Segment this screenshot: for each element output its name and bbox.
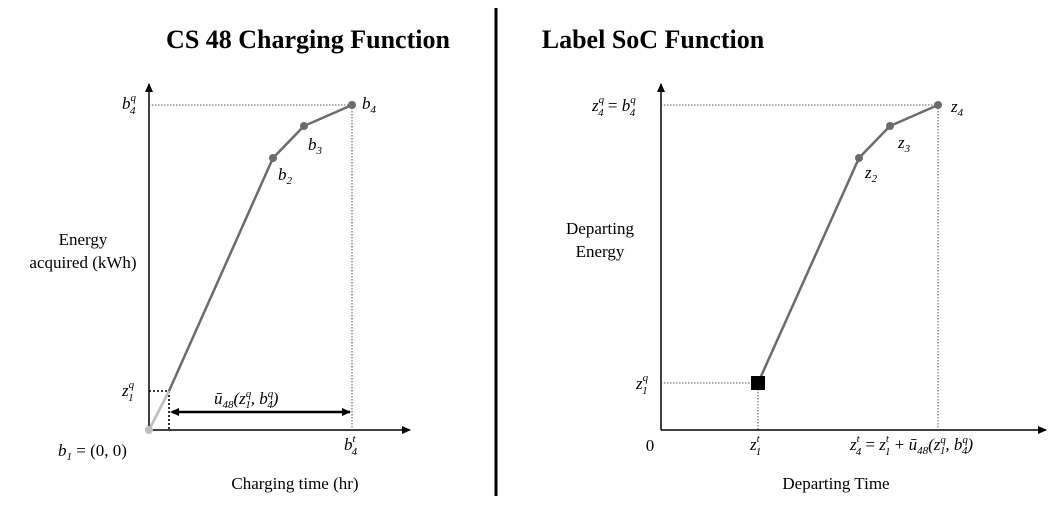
- right-xtick-z1t: zt 1: [749, 433, 761, 458]
- right-label-z3: z3: [897, 133, 911, 155]
- left-label-b4: b4: [362, 94, 377, 116]
- left-panel-title: CS 48 Charging Function: [166, 25, 450, 54]
- left-origin-label: b1 = (0, 0): [58, 441, 127, 463]
- right-panel-title: Label SoC Function: [542, 25, 765, 54]
- left-curve-initial-segment: [147, 390, 171, 431]
- left-point-b1: [145, 426, 153, 434]
- right-ytick-top: zq 4 = bq 4: [591, 94, 636, 119]
- right-panel: Label SoC Function z2 z3 z4 zq 4 = bq 4 zq…: [542, 25, 1047, 493]
- left-label-b2: b2: [278, 165, 293, 187]
- right-x-axis-label: Departing Time: [782, 474, 889, 493]
- left-charging-curve: [167, 103, 353, 392]
- left-xtick-b4t: bt 4: [344, 433, 358, 458]
- left-y-axis-label-line2: acquired (kWh): [29, 253, 136, 272]
- left-point-b4: [348, 101, 356, 109]
- left-point-b3: [300, 122, 308, 130]
- left-duration-label: ū48(zq 1, bq 4): [214, 388, 279, 411]
- right-point-z2: [855, 154, 863, 162]
- right-origin-label: 0: [646, 436, 655, 455]
- right-point-z1-marker: [751, 376, 765, 390]
- left-x-axis-label: Charging time (hr): [231, 474, 358, 493]
- left-label-b3: b3: [308, 135, 323, 157]
- left-ytick-b4q: bq 4: [122, 92, 137, 117]
- left-panel: CS 48 Charging Function b2 b3 b4 bq 4 zq 1…: [29, 25, 450, 493]
- right-point-z4: [934, 101, 942, 109]
- right-point-z3: [886, 122, 894, 130]
- right-soc-curve: [756, 103, 939, 384]
- right-y-axis-label-line1: Departing: [566, 219, 634, 238]
- right-ytick-z1q: zq 1: [635, 372, 649, 397]
- left-ytick-z1q: zq 1: [121, 379, 135, 404]
- left-point-b2: [269, 154, 277, 162]
- right-y-axis-label-line2: Energy: [576, 242, 625, 261]
- right-label-z2: z2: [864, 163, 878, 185]
- right-xtick-z4t: zt 4 = zt 1 + ū48(zq 1, bq 4): [849, 433, 973, 458]
- left-y-axis-label-line1: Energy: [59, 230, 108, 249]
- right-label-z4: z4: [950, 97, 964, 119]
